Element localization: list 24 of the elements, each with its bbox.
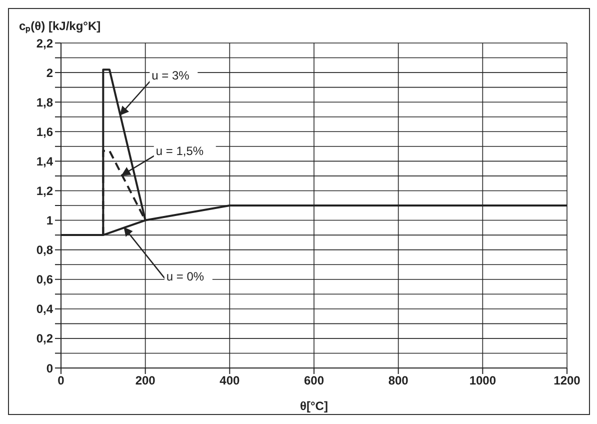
x-tick-label: 400 bbox=[220, 374, 240, 388]
x-tick-label: 1200 bbox=[554, 374, 581, 388]
y-tick-label: 1 bbox=[46, 214, 54, 228]
y-tick-label: 0,8 bbox=[36, 243, 54, 258]
x-tick-label: 0 bbox=[58, 374, 65, 388]
y-tick-label: 1,8 bbox=[36, 95, 54, 110]
y-tick-label: 1,6 bbox=[36, 124, 54, 139]
y-tick-label: 1,2 bbox=[36, 184, 54, 198]
y-tick-label: 2 bbox=[46, 66, 54, 80]
y-tick-label: 0,6 bbox=[36, 272, 54, 287]
y-tick-label: 0,4 bbox=[36, 302, 54, 316]
x-tick-label: 800 bbox=[388, 374, 409, 388]
y-tick-label: 0 bbox=[46, 361, 54, 376]
y-tick-label: 1,4 bbox=[36, 154, 54, 168]
x-tick-label: 200 bbox=[135, 374, 156, 388]
y-axis-title: cₚ(θ) [kJ/kg°K] bbox=[19, 18, 101, 34]
y-tick-label: 0,2 bbox=[36, 332, 54, 346]
text: u = 3% bbox=[152, 68, 190, 82]
y-tick-label: 2,2 bbox=[36, 36, 54, 50]
x-axis-title: θ[°C] bbox=[300, 399, 328, 413]
text: u = 1,5% bbox=[156, 144, 204, 158]
x-tick-label: 1000 bbox=[469, 374, 496, 388]
text: u = 0% bbox=[166, 269, 204, 284]
x-tick-label: 600 bbox=[304, 374, 324, 388]
